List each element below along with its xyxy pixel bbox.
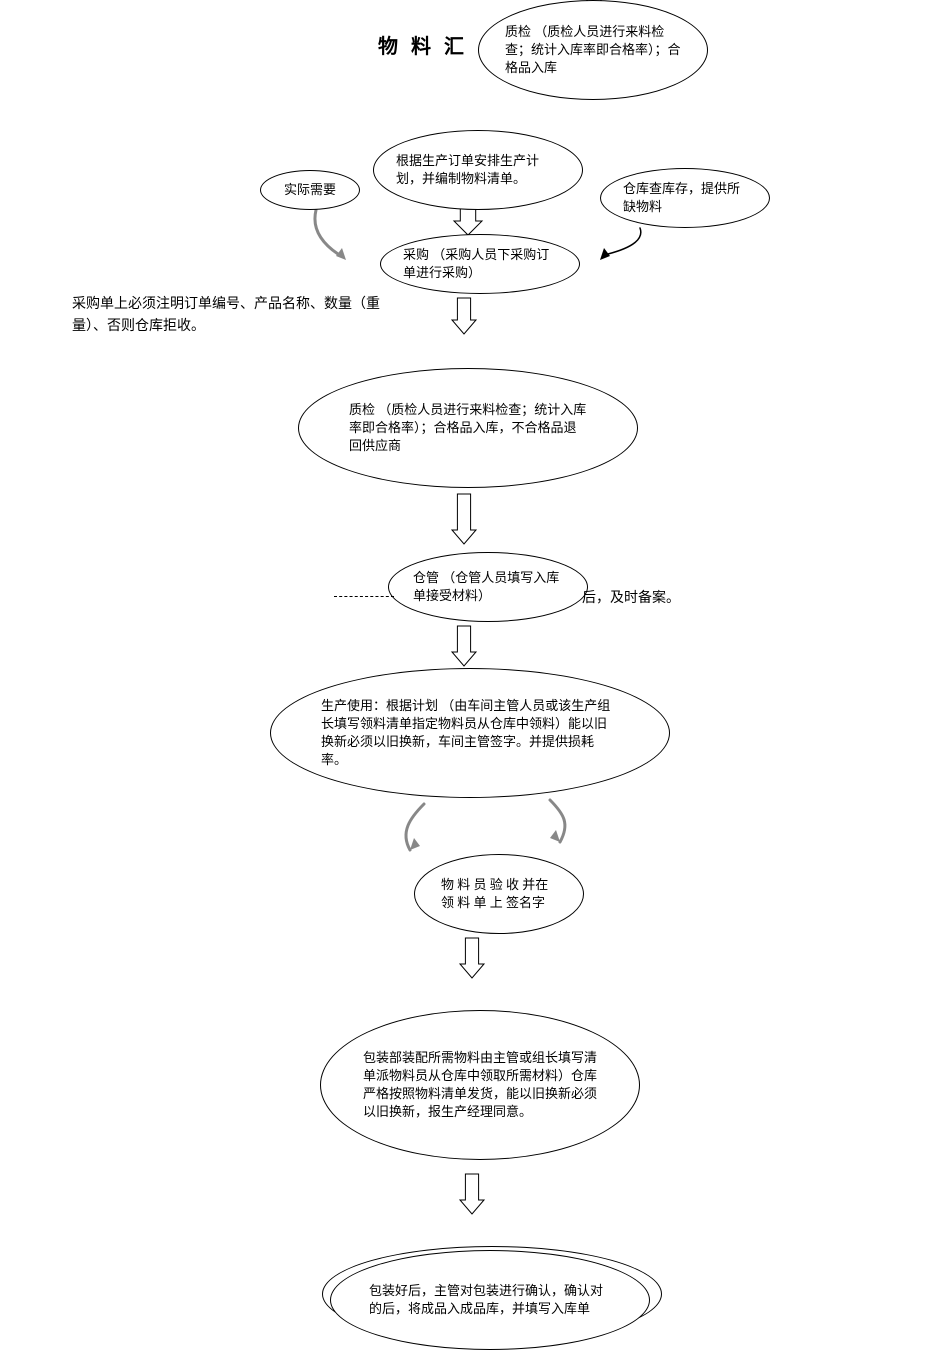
flow-node-text: 生产使用：根据计划 （由车间主管人员或该生产组长填写领料清单指定物料员从仓库中领… [321, 697, 619, 770]
flow-node-n10: 包装部装配所需物料由主管或组长填写清单派物料员从仓库中领取所需材料）仓库严格按照… [320, 1010, 640, 1160]
flow-node-text: 质检 （质检人员进行来料检查；统计入库率即合格率）；合格品入库 [505, 23, 681, 78]
block-arrow-down [460, 1174, 484, 1214]
curved-arrow [600, 228, 641, 260]
flow-node-text: 实际需要 [271, 181, 349, 199]
flow-node-text: 质检 （质检人员进行来料检查；统计入库率即合格率）；合格品入库，不合格品退回供应… [349, 401, 587, 456]
flow-node-text: 仓库查库存，提供所缺物料 [623, 180, 747, 216]
flow-node-text: 物 料 员 验 收 并在 领 料 单 上 签名字 [441, 876, 557, 912]
curved-arrow [315, 210, 346, 260]
page-title: 物 料 汇 [378, 30, 468, 59]
block-arrow-down [452, 494, 476, 544]
flow-node-n2: 根据生产订单安排生产计划，并编制物料清单。 [373, 130, 583, 210]
flow-node-text: 包装部装配所需物料由主管或组长填写清单派物料员从仓库中领取所需材料）仓库严格按照… [363, 1049, 597, 1122]
flow-node-text: 仓管 （仓管人员填写入库单接受材料） [413, 569, 563, 605]
flow-node-n4: 仓库查库存，提供所缺物料 [600, 168, 770, 228]
flow-node-n6: 质检 （质检人员进行来料检查；统计入库率即合格率）；合格品入库，不合格品退回供应… [298, 368, 638, 488]
dashed-connector [334, 596, 394, 597]
block-arrow-down [452, 298, 476, 334]
flow-node-text: 根据生产订单安排生产计划，并编制物料清单。 [396, 152, 560, 188]
flow-node-n3: 实际需要 [260, 170, 360, 210]
flow-node-n11: 包装好后，主管对包装进行确认，确认对的后，将成品入成品库，并填写入库单 [330, 1250, 650, 1350]
flow-node-n7: 仓管 （仓管人员填写入库单接受材料） [388, 552, 588, 622]
flow-node-text: 采购 （采购人员下采购订单进行采购） [403, 246, 557, 282]
curved-arrow [550, 800, 565, 842]
flow-node-n9: 物 料 员 验 收 并在 领 料 单 上 签名字 [414, 854, 584, 934]
flow-node-n1: 质检 （质检人员进行来料检查；统计入库率即合格率）；合格品入库 [478, 0, 708, 100]
flow-node-text: 包装好后，主管对包装进行确认，确认对的后，将成品入成品库，并填写入库单 [369, 1282, 611, 1318]
side-note-note1: 采购单上必须注明订单编号、产品名称、数量（重量）、否则仓库拒收。 [72, 294, 382, 339]
curved-arrow [406, 804, 424, 850]
side-note-note2: 后，及时备案。 [582, 588, 762, 610]
flow-node-n8: 生产使用：根据计划 （由车间主管人员或该生产组长填写领料清单指定物料员从仓库中领… [270, 668, 670, 798]
block-arrow-down [460, 938, 484, 978]
flow-node-n5: 采购 （采购人员下采购订单进行采购） [380, 234, 580, 294]
block-arrow-down [452, 626, 476, 666]
